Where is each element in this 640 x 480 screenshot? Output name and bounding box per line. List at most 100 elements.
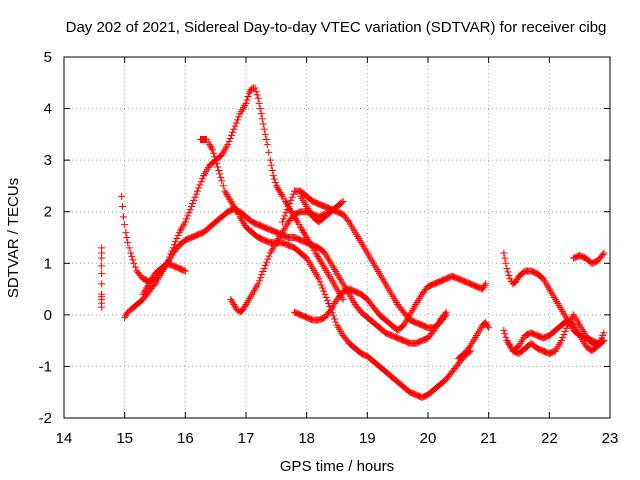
- data-point: [216, 170, 224, 178]
- data-point: [268, 166, 276, 174]
- data-point: [277, 191, 285, 199]
- data-point: [169, 244, 177, 252]
- data-point: [344, 216, 352, 224]
- data-point: [504, 268, 512, 276]
- data-point: [208, 144, 216, 152]
- data-point: [265, 252, 273, 260]
- data-point: [600, 329, 608, 337]
- x-tick-label: 18: [298, 430, 315, 447]
- data-point: [270, 175, 278, 183]
- data-point: [253, 91, 261, 99]
- grid: [64, 57, 610, 418]
- data-point: [560, 330, 568, 338]
- data-point: [98, 254, 106, 262]
- data-point: [321, 290, 329, 298]
- data-point: [502, 259, 510, 267]
- data-point: [502, 333, 510, 341]
- data-point: [181, 218, 189, 226]
- data-point: [214, 163, 222, 171]
- data-point: [263, 141, 271, 149]
- data-point: [252, 87, 260, 95]
- y-tick-label: 3: [44, 152, 52, 169]
- x-tick-label: 22: [541, 430, 558, 447]
- data-point: [254, 280, 262, 288]
- data-point: [122, 228, 130, 236]
- data-point: [224, 141, 232, 149]
- data-point: [559, 334, 567, 342]
- y-axis-label: SDTVAR / TECUs: [5, 178, 22, 298]
- data-point: [229, 128, 237, 136]
- data-point: [263, 258, 271, 266]
- data-point: [197, 178, 205, 186]
- data-point: [225, 138, 233, 146]
- y-tick-label: 5: [44, 49, 52, 66]
- data-point: [260, 264, 268, 272]
- x-tick-label: 17: [238, 430, 255, 447]
- data-point: [501, 254, 509, 262]
- data-point: [286, 199, 294, 207]
- data-point: [181, 267, 189, 275]
- data-point: [481, 282, 489, 290]
- data-point: [170, 241, 178, 249]
- data-point: [173, 235, 181, 243]
- data-point: [320, 263, 328, 271]
- x-tick-label: 15: [116, 430, 133, 447]
- y-tick-label: 4: [44, 101, 52, 118]
- x-tick-label: 20: [420, 430, 437, 447]
- data-point: [505, 271, 513, 279]
- data-point: [257, 110, 265, 118]
- data-point: [267, 161, 275, 169]
- data-point: [261, 261, 269, 269]
- data-point: [271, 178, 279, 186]
- data-point: [251, 84, 259, 92]
- y-tick-label: 0: [44, 307, 52, 324]
- plot-frame: [63, 56, 611, 419]
- data-point: [326, 307, 334, 315]
- data-point: [232, 119, 240, 127]
- data-point: [482, 280, 490, 288]
- data-point: [129, 256, 137, 264]
- data-point: [332, 318, 340, 326]
- y-tick-label: 1: [44, 255, 52, 272]
- x-tick-label: 23: [602, 430, 619, 447]
- data-point: [244, 93, 252, 101]
- data-point: [269, 172, 277, 180]
- axis-ticks: [63, 56, 611, 419]
- data-point: [329, 312, 337, 320]
- y-tick-label: 2: [44, 204, 52, 221]
- data-point: [257, 274, 265, 282]
- data-point: [212, 156, 220, 164]
- y-tick-label: -2: [39, 410, 52, 427]
- data-point: [98, 280, 106, 288]
- x-tick-label: 19: [359, 430, 376, 447]
- data-point: [323, 296, 331, 304]
- data-point: [501, 330, 509, 338]
- data-point: [293, 216, 301, 224]
- data-point: [218, 177, 226, 185]
- data-point: [442, 311, 450, 319]
- data-point: [485, 324, 493, 332]
- data-point: [339, 197, 347, 205]
- data-point: [484, 322, 492, 330]
- data-point: [260, 125, 268, 133]
- data-point: [242, 99, 250, 107]
- data-point: [125, 244, 133, 252]
- x-axis-label: GPS time / hours: [280, 458, 394, 475]
- data-point: [259, 268, 267, 276]
- data-point: [98, 262, 106, 270]
- data-point: [226, 134, 234, 142]
- data-point: [98, 303, 106, 311]
- data-point: [256, 105, 264, 113]
- data-point: [266, 156, 274, 164]
- data-point: [562, 324, 570, 332]
- data-point: [283, 206, 291, 214]
- data-point: [316, 278, 324, 286]
- data-point: [288, 193, 296, 201]
- data-point: [258, 271, 266, 279]
- data-point: [241, 302, 249, 310]
- x-tick-label: 21: [480, 430, 497, 447]
- data-point: [123, 234, 131, 241]
- data-point: [168, 247, 176, 255]
- data-point: [315, 275, 323, 283]
- data-point: [231, 122, 239, 130]
